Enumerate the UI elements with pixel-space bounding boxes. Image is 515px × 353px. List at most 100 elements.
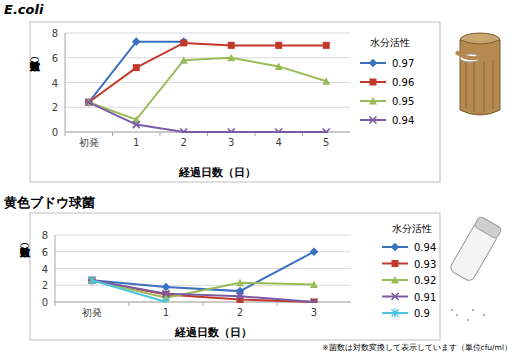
- legend-title: 水分活性: [392, 223, 432, 234]
- legend-label: 0.92: [414, 275, 436, 286]
- legend-label: 0.95: [392, 96, 414, 107]
- x-tick: [203, 302, 204, 306]
- legend-label: 0.94: [414, 242, 436, 253]
- salt-grain: [451, 309, 453, 311]
- legend-entry: 0.93: [382, 259, 436, 270]
- legend-entry: 0.9: [382, 308, 430, 319]
- marker: [84, 98, 93, 107]
- x-tick: [129, 302, 130, 306]
- x-tick-label: 初発: [79, 137, 99, 148]
- marker: [163, 290, 170, 297]
- shaker-cap: [474, 216, 503, 239]
- x-tick-label: 初発: [82, 307, 102, 318]
- marker: [392, 309, 399, 318]
- marker: [85, 99, 92, 106]
- y-axis-label: 菌数（対数）: [19, 242, 31, 258]
- title: 黄色ブドウ球菌: [3, 195, 95, 210]
- grid-line: [65, 82, 350, 83]
- barrel-lines: [466, 60, 493, 112]
- marker: [370, 117, 377, 124]
- x-tick-label: 1: [163, 307, 169, 318]
- marker: [392, 293, 399, 300]
- y-tick-label: 0: [42, 297, 48, 308]
- x-tick: [112, 132, 113, 136]
- y-tick-label: 8: [42, 230, 48, 241]
- marker: [228, 42, 235, 49]
- y-axis: [65, 33, 66, 132]
- legend-label: 0.96: [392, 77, 414, 88]
- barrel-body: [460, 40, 500, 115]
- grid-line: [55, 268, 351, 269]
- x-axis-label: 経過日数（日）: [178, 166, 256, 179]
- marker: [236, 279, 244, 287]
- chart-1: 黄色ブドウ球菌02468初発123菌数（対数）経過日数（日）水分活性0.940.…: [3, 195, 512, 352]
- y-tick-label: 8: [52, 28, 58, 39]
- marker: [227, 54, 235, 62]
- marker: [132, 37, 141, 46]
- x-tick: [55, 302, 56, 306]
- y-tick-label: 2: [52, 102, 58, 113]
- legend-entry: 0.96: [360, 77, 414, 88]
- grid-line: [65, 107, 350, 108]
- legend-label: 0.9: [414, 308, 430, 319]
- marker: [311, 299, 318, 304]
- marker: [310, 280, 318, 288]
- marker: [392, 260, 399, 267]
- marker: [275, 129, 282, 134]
- series-line: [89, 58, 327, 120]
- series-line: [92, 280, 166, 302]
- plot-area: [88, 247, 319, 303]
- y-tick-label: 6: [52, 53, 58, 64]
- legend-label: 0.97: [392, 58, 414, 69]
- marker: [180, 39, 187, 46]
- series-line: [92, 280, 314, 302]
- series-line: [89, 102, 327, 132]
- marker: [228, 129, 235, 134]
- marker: [369, 97, 377, 105]
- marker: [323, 129, 330, 134]
- salt-grain: [472, 309, 474, 311]
- marker: [391, 276, 399, 284]
- chart-0: E.coli02468初発12345菌数（対数）経過日数（日）水分活性0.970…: [4, 2, 440, 182]
- x-tick-label: 4: [276, 137, 282, 148]
- marker: [133, 121, 140, 128]
- salt-grain: [456, 314, 458, 316]
- marker: [369, 59, 378, 68]
- legend-label: 0.91: [414, 292, 436, 303]
- grid-line: [55, 235, 351, 236]
- marker: [85, 98, 93, 106]
- legend-label: 0.93: [414, 259, 436, 270]
- marker: [322, 77, 330, 85]
- x-tick-label: 1: [133, 137, 139, 148]
- x-tick: [160, 132, 161, 136]
- series-line: [89, 43, 327, 102]
- y-axis: [55, 235, 56, 302]
- chart-frame: [30, 213, 440, 340]
- y-tick-label: 4: [52, 78, 58, 89]
- marker: [310, 247, 319, 256]
- y-tick-label: 2: [42, 280, 48, 291]
- marker: [275, 42, 282, 49]
- legend-entry: 0.94: [382, 242, 436, 253]
- marker: [370, 79, 377, 86]
- y-tick-label: 4: [42, 264, 48, 275]
- y-axis-label: 菌数（対数）: [29, 56, 41, 72]
- x-tick-label: 3: [228, 137, 234, 148]
- chart-frame: [30, 22, 440, 182]
- marker: [163, 298, 170, 304]
- series-line: [92, 280, 314, 302]
- legend-entry: 0.94: [360, 115, 414, 126]
- footnote: ※菌数は対数変換して表示しています（単位cfu/ml）: [322, 343, 512, 352]
- x-tick-label: 3: [311, 307, 317, 318]
- marker: [323, 42, 330, 49]
- x-tick-label: 2: [237, 307, 243, 318]
- marker: [391, 243, 400, 252]
- x-tick-label: 2: [181, 137, 187, 148]
- icon-shaker: [449, 216, 503, 283]
- salt-grain: [467, 319, 469, 321]
- y-tick-label: 0: [52, 127, 58, 138]
- salt-grain: [483, 314, 485, 316]
- x-tick: [65, 132, 66, 136]
- marker: [179, 37, 188, 46]
- plot-area: [84, 37, 330, 133]
